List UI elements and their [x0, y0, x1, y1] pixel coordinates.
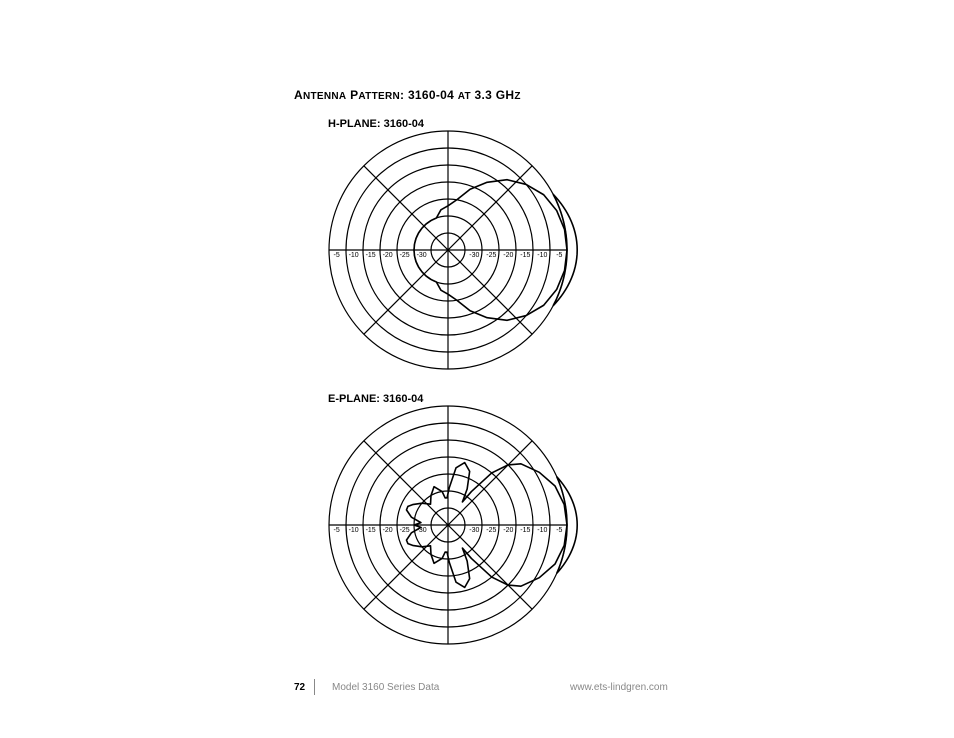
heading-sc1: NTENNA: [303, 91, 346, 102]
svg-text:-20: -20: [383, 252, 393, 259]
svg-text:-5: -5: [334, 527, 340, 534]
svg-text:-15: -15: [366, 252, 376, 259]
svg-text:-25: -25: [400, 527, 410, 534]
document-page: ANTENNA PATTERN: 3160-04 AT 3.3 GHZ H-PL…: [0, 0, 954, 738]
heading-text: ANTENNA PATTERN: 3160-04 AT 3.3 GHZ: [294, 88, 521, 102]
page-heading: ANTENNA PATTERN: 3160-04 AT 3.3 GHZ: [294, 88, 521, 102]
heading-z: Z: [514, 91, 520, 102]
svg-text:-15: -15: [366, 527, 376, 534]
page-number: 72: [294, 682, 305, 693]
svg-text:-25: -25: [486, 252, 496, 259]
chart1-title: H-PLANE: 3160-04: [328, 118, 424, 130]
heading-sc2: ATTERN: [358, 91, 400, 102]
svg-text:-10: -10: [537, 252, 547, 259]
footer-separator: [314, 679, 315, 695]
heading-cap1: A: [294, 88, 303, 102]
heading-mid: : 3160-04: [400, 88, 458, 102]
svg-text:-20: -20: [503, 527, 513, 534]
heading-at: AT: [458, 91, 471, 102]
svg-text:-20: -20: [503, 252, 513, 259]
chart1-title-text: H-PLANE: 3160-04: [328, 118, 424, 130]
svg-text:-15: -15: [520, 252, 530, 259]
svg-text:-10: -10: [349, 252, 359, 259]
svg-text:-5: -5: [556, 252, 562, 259]
svg-text:-25: -25: [400, 252, 410, 259]
footer-url: www.ets-lindgren.com: [570, 682, 668, 693]
svg-text:-30: -30: [469, 527, 479, 534]
chart2-title-text: E-PLANE: 3160-04: [328, 393, 423, 405]
chart2-polar: -5-10-15-20-25-30-30-25-20-15-10-5: [328, 405, 588, 650]
svg-text:-10: -10: [349, 527, 359, 534]
svg-text:-25: -25: [486, 527, 496, 534]
chart1-polar: -5 -10 -15 -20 -25 -30 -30 -25 -20 -15 -10 -5: [328, 130, 588, 375]
heading-freq: 3.3 GH: [471, 88, 514, 102]
svg-text:-20: -20: [383, 527, 393, 534]
svg-text:-5: -5: [334, 252, 340, 259]
svg-text:-5: -5: [556, 527, 562, 534]
svg-text:-10: -10: [537, 527, 547, 534]
svg-text:-15: -15: [520, 527, 530, 534]
svg-text:-30: -30: [417, 252, 427, 259]
svg-text:-30: -30: [469, 252, 479, 259]
chart2-title: E-PLANE: 3160-04: [328, 393, 423, 405]
footer-series: Model 3160 Series Data: [332, 682, 439, 693]
